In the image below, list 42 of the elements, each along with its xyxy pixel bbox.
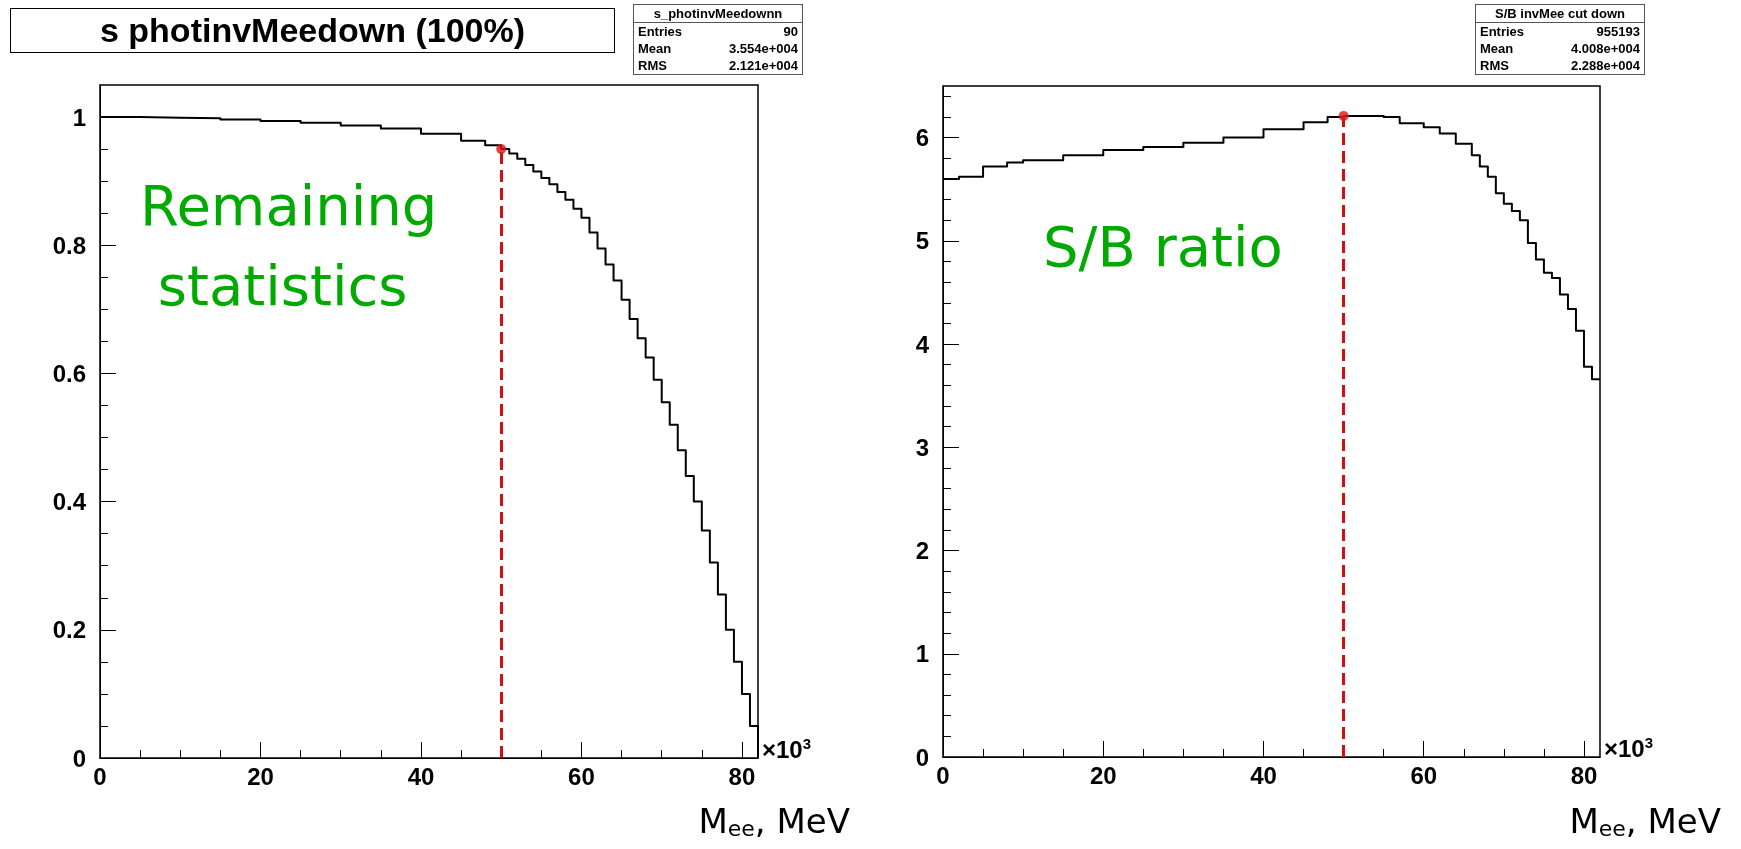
text: s_photinvMeedownn — [634, 5, 802, 23]
y-tick-label: 0.6 — [52, 359, 86, 387]
y-tick-label: 1 — [915, 640, 929, 668]
y-tick-label: 4 — [915, 330, 930, 358]
text: 90 — [783, 24, 798, 39]
text: Entries — [638, 24, 683, 39]
annotation: S/B ratio — [1043, 213, 1283, 279]
x-tick-label: 80 — [728, 762, 756, 790]
text: RMS — [638, 58, 667, 73]
text: 4.008e+004 — [1570, 41, 1640, 56]
annotation: Remaining statistics — [140, 172, 438, 318]
y-tick-label: 2 — [915, 537, 929, 565]
x-tick-label: 40 — [1250, 761, 1277, 789]
y-tick-label: 0 — [72, 744, 86, 772]
x-tick-label: 60 — [1410, 761, 1438, 789]
chart-title: s photinvMeedown (100%) — [10, 8, 615, 53]
text: Mean — [638, 41, 672, 56]
x-axis-title: Mee, MeV — [698, 801, 851, 841]
y-tick-label: 0.8 — [52, 231, 86, 259]
x-tick-label: 40 — [407, 762, 435, 790]
y-tick-label: 0.4 — [52, 488, 87, 516]
x-axis-title: Mee, MeV — [1569, 801, 1722, 841]
x-tick-label: 80 — [1570, 761, 1598, 789]
y-tick-label: 0 — [915, 743, 929, 771]
y-tick-label: 0.2 — [52, 616, 86, 644]
y-tick-label: 6 — [915, 124, 929, 152]
x-tick-label: 60 — [568, 762, 595, 790]
text: RMS — [1480, 58, 1509, 73]
y-tick-label: 1 — [72, 103, 86, 131]
text: S/B invMee cut down — [1476, 5, 1644, 23]
y-tick-label: 3 — [915, 433, 929, 461]
x-tick-label: 0 — [936, 761, 950, 789]
y-tick-label: 5 — [915, 227, 929, 255]
x-tick-label: 0 — [93, 762, 107, 790]
x-tick-label: 20 — [247, 762, 274, 790]
text: 2.288e+004 — [1570, 58, 1640, 73]
text: 955193 — [1596, 24, 1640, 39]
text: 2.121e+004 — [728, 58, 798, 73]
x-tick-label: 20 — [1089, 761, 1117, 789]
text: 3.554e+004 — [728, 41, 798, 56]
text: Entries — [1480, 24, 1525, 39]
text: Mean — [1480, 41, 1514, 56]
